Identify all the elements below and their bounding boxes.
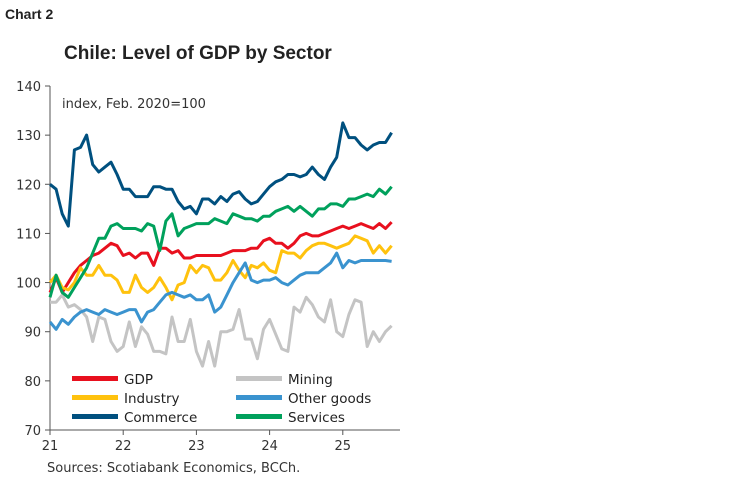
y-tick-label: 90 — [24, 326, 41, 341]
legend-label: Other goods — [288, 391, 371, 407]
x-tick-label: 25 — [335, 439, 352, 454]
series-line-services — [48, 185, 393, 299]
legend-label: Mining — [288, 372, 333, 388]
legend-label: Commerce — [124, 410, 197, 426]
legend-label: Industry — [124, 391, 180, 407]
legend-swatch — [236, 376, 282, 381]
y-tick-label: 130 — [16, 129, 41, 144]
series-line-mining — [50, 293, 393, 368]
x-tick-label: 24 — [261, 439, 278, 454]
y-tick-label: 80 — [24, 375, 41, 390]
legend-label: Services — [288, 410, 345, 426]
x-tick-label: 21 — [42, 439, 59, 454]
series-line-gdp — [48, 221, 393, 294]
y-tick-label: 140 — [16, 80, 41, 95]
chart-number: Chart 2 — [5, 6, 54, 22]
y-tick-label: 100 — [16, 277, 41, 292]
chart-title: Chile: Level of GDP by Sector — [64, 43, 332, 64]
series-line-commerce — [49, 121, 393, 228]
source-note: Sources: Scotiabank Economics, BCCh. — [47, 461, 301, 476]
series-line-industry — [48, 234, 393, 302]
legend-label: GDP — [124, 372, 153, 388]
y-tick-label: 120 — [16, 178, 41, 193]
series-line-other-goods — [48, 251, 392, 331]
y-axis-label: index, Feb. 2020=100 — [62, 97, 206, 112]
legend-swatch — [236, 414, 282, 419]
y-tick-label: 110 — [16, 227, 41, 242]
legend-swatch — [236, 395, 282, 400]
x-tick-label: 22 — [115, 439, 132, 454]
y-tick-label: 70 — [24, 424, 41, 439]
legend-swatch — [72, 414, 118, 419]
legend-swatch — [72, 376, 118, 381]
x-tick-label: 23 — [188, 439, 205, 454]
legend-swatch — [72, 395, 118, 400]
